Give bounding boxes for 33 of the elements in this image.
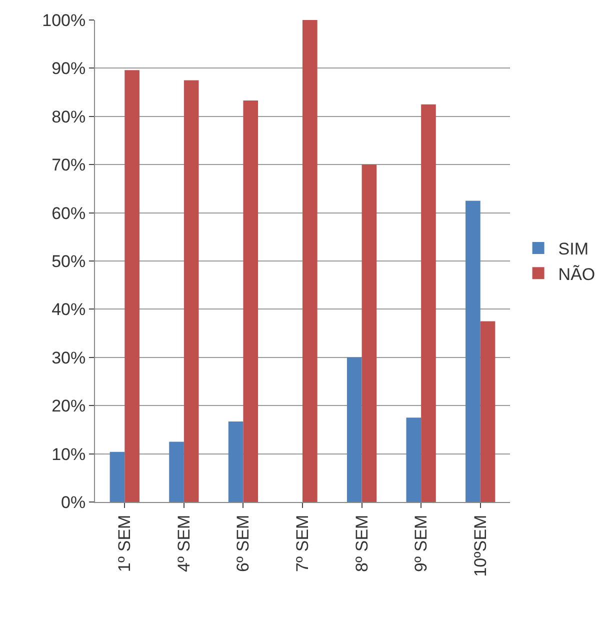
legend-label: SIM [558, 240, 589, 259]
bar [346, 357, 362, 502]
bar [302, 20, 318, 502]
x-tick-label: 9º SEM [412, 514, 431, 572]
legend-label: NÃO [558, 264, 596, 284]
y-tick-label: 100% [42, 10, 86, 30]
bar [480, 321, 496, 502]
bar [243, 100, 258, 502]
y-tick-label: 50% [52, 252, 86, 271]
bar [362, 164, 377, 502]
bar [184, 80, 199, 502]
y-tick-label: 0% [61, 492, 86, 512]
bar [228, 422, 244, 502]
x-tick-label: 8º SEM [352, 514, 372, 572]
x-tick-label: 7º SEM [293, 514, 312, 572]
x-tick-label: 6º SEM [234, 514, 253, 572]
x-tick-label: 1º SEM [115, 514, 134, 572]
y-tick-label: 70% [52, 156, 86, 175]
y-tick-label: 90% [52, 59, 86, 78]
bar [169, 442, 184, 502]
bar [406, 418, 422, 502]
bar [124, 70, 140, 502]
y-tick-label: 10% [52, 444, 86, 464]
y-tick-label: 40% [52, 300, 86, 320]
bar [466, 200, 480, 502]
bar [110, 452, 125, 502]
x-tick-label: 4º SEM [174, 514, 194, 572]
y-tick-label: 60% [52, 204, 86, 223]
y-tick-label: 20% [52, 396, 86, 416]
y-tick-label: 30% [52, 348, 86, 368]
y-tick-label: 80% [52, 107, 86, 126]
x-tick-label: 10ºSEM [470, 514, 490, 577]
bar [421, 104, 436, 502]
